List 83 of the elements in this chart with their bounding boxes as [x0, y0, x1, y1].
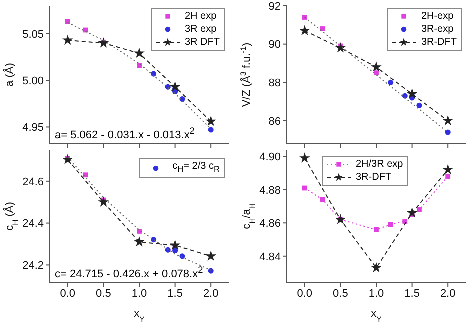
point: [442, 115, 454, 126]
point: [320, 26, 326, 32]
point: [388, 80, 394, 86]
x-tick-label: 0.0: [60, 288, 76, 300]
point: [302, 15, 308, 20]
y-tick-label: 4.95: [22, 122, 44, 134]
x-tick-label: 0.0: [297, 288, 313, 300]
point: [170, 240, 181, 250]
legend-label: 3R DFT: [185, 36, 220, 49]
point: [374, 227, 379, 232]
point: [416, 102, 422, 108]
point: [417, 207, 422, 212]
x-tick-label: 1.0: [132, 288, 148, 300]
legend-label: 3R-DFT: [356, 171, 392, 184]
y-axis-title: a (Å): [3, 63, 16, 87]
y-tick-label: 5.05: [22, 28, 44, 41]
x-tick-label: 2.0: [440, 288, 456, 300]
point: [442, 164, 454, 175]
y-tick-label: 5.00: [22, 76, 44, 88]
legend-label: 3R-DFT: [421, 36, 457, 49]
point: [302, 186, 308, 191]
point: [172, 248, 178, 254]
point: [335, 42, 346, 53]
x-tick-label: 1.5: [168, 288, 183, 300]
y-tick-label: 24.6: [22, 176, 44, 188]
x-tick-label: 1.0: [368, 288, 384, 300]
point: [446, 174, 451, 180]
point: [208, 268, 214, 274]
point: [137, 229, 142, 234]
legend-label: 2H/3R exp: [356, 158, 404, 171]
legend-label: 2H-exp: [421, 10, 454, 23]
legend-label: c$_{H}$= 2/3 c$_{R}$: [172, 160, 220, 176]
point: [371, 262, 382, 273]
point: [62, 34, 74, 46]
annotation: c= 24.715 - 0.426.x + 0.078.x$^{2}$: [55, 265, 204, 281]
y-tick-label: 92: [268, 0, 281, 13]
y-tick-label: 4.90: [260, 152, 281, 164]
point: [98, 196, 110, 207]
y-tick-label: 4.86: [260, 218, 281, 230]
legend-label: 3R-exp: [421, 23, 454, 36]
annotation: a= 5.062 - 0.031.x - 0.013.x$^{2}$: [55, 126, 195, 142]
y-tick-label: 86: [268, 116, 281, 128]
point: [165, 247, 171, 253]
point: [300, 25, 310, 36]
point: [406, 88, 418, 99]
point: [134, 236, 145, 247]
x-tick-label: 2.0: [203, 288, 219, 300]
point: [62, 154, 74, 164]
point: [151, 71, 157, 77]
point: [320, 197, 326, 202]
point: [208, 127, 214, 133]
point: [98, 38, 110, 48]
y-tick-label: 4.88: [260, 184, 281, 197]
y-tick-label: 24.4: [22, 218, 44, 230]
legend: c$_{H}$= 2/3 c$_{R}$: [138, 158, 225, 178]
y-tick-label: 90: [268, 39, 281, 52]
point: [170, 81, 181, 92]
point: [83, 172, 88, 178]
point: [406, 208, 418, 218]
point: [137, 63, 142, 68]
point: [83, 28, 88, 33]
y-tick-label: 24.2: [22, 260, 44, 272]
legend-label: 3R exp: [185, 23, 217, 36]
point: [134, 48, 145, 58]
legend-label: 2H exp: [185, 10, 217, 23]
point: [206, 116, 216, 126]
x-axis-title: x$_{Y}$: [134, 308, 145, 323]
point: [445, 130, 451, 136]
point: [65, 19, 70, 24]
point: [402, 219, 408, 224]
y-tick-label: 88: [268, 78, 281, 90]
x-axis-title: x$_{Y}$: [371, 308, 382, 323]
x-tick-label: 0.5: [333, 288, 348, 300]
point: [371, 62, 382, 72]
x-tick-label: 0.5: [96, 288, 112, 300]
y-tick-label: 4.84: [260, 251, 281, 264]
x-tick-label: 1.5: [404, 288, 420, 300]
point: [300, 152, 310, 163]
point: [388, 222, 394, 228]
point: [206, 250, 216, 261]
point: [151, 237, 157, 243]
point: [402, 93, 408, 99]
point: [335, 214, 346, 224]
